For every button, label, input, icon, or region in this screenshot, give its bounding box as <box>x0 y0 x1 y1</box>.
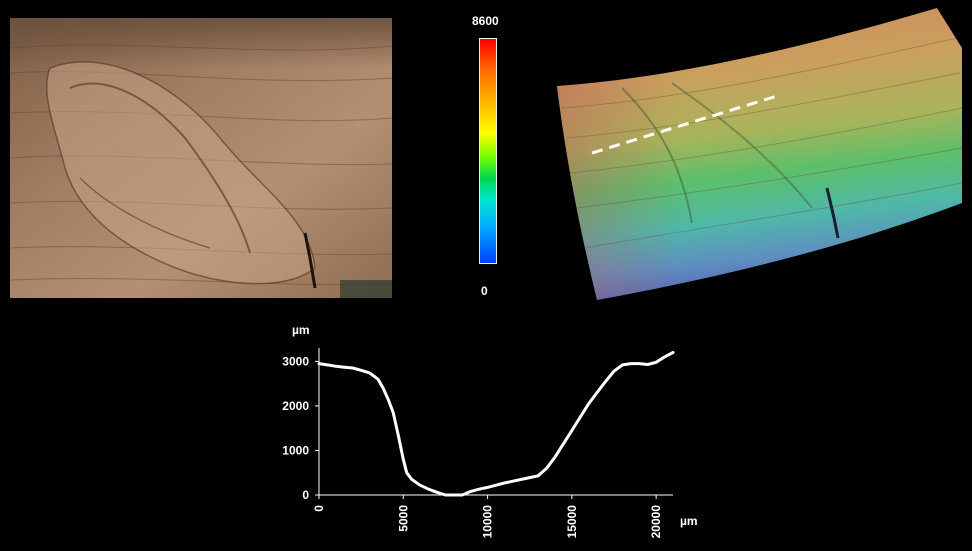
profile-section-line <box>591 94 778 155</box>
height-profile-chart-svg: µm µm 0 1000 2000 3000 0 5000 10000 15000 20000 <box>282 323 698 538</box>
x-tick-label: 0 <box>312 505 326 512</box>
height-profile-chart: µm µm 0 1000 2000 3000 0 5000 10000 15000 20000 <box>262 318 712 546</box>
height-map-3d-image <box>557 8 963 300</box>
height-map-3d <box>552 8 970 304</box>
height-colorbar: 8600 0 <box>470 14 510 304</box>
y-ticks: 0 1000 2000 3000 <box>282 354 319 502</box>
colorbar-min-label: 0 <box>481 284 488 298</box>
wood-surface-photo <box>9 18 393 298</box>
y-tick-label: 0 <box>302 488 309 502</box>
x-ticks: 0 5000 10000 15000 20000 <box>312 495 663 538</box>
x-tick-label: 5000 <box>396 505 410 532</box>
x-tick-label: 15000 <box>565 505 579 539</box>
wood-surface-photo-image <box>9 18 393 298</box>
y-tick-label: 2000 <box>282 399 309 413</box>
profile-series-line <box>317 351 675 497</box>
colorbar-gradient <box>479 38 497 264</box>
y-tick-label: 1000 <box>282 443 309 457</box>
x-tick-label: 10000 <box>481 505 495 539</box>
y-axis-label: µm <box>292 323 310 337</box>
y-tick-label: 3000 <box>282 354 309 368</box>
colorbar-max-label: 8600 <box>472 14 499 28</box>
x-tick-label: 20000 <box>649 505 663 539</box>
x-axis-label: µm <box>680 514 698 528</box>
chart-axes <box>318 348 673 496</box>
